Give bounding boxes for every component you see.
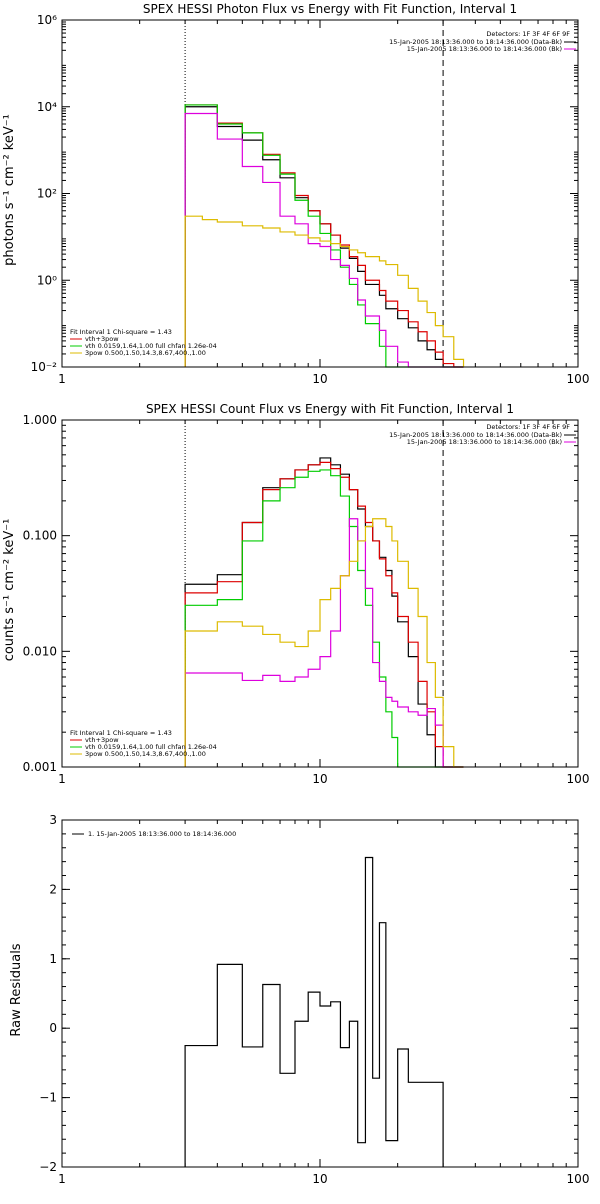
y-tick-label: 0.010 bbox=[23, 644, 57, 658]
series-residuals bbox=[184, 856, 444, 1167]
series-data_bk bbox=[184, 106, 464, 368]
y-tick-label: 10⁻² bbox=[31, 360, 58, 374]
series-fit_total bbox=[184, 461, 464, 768]
count-legend-bk: 15-Jan-2005 18:13:36.000 to 18:14:36.000… bbox=[407, 438, 562, 446]
series-bk bbox=[184, 518, 464, 768]
x-tick-label: 100 bbox=[567, 372, 590, 386]
photon-legend-data-bk: 15-Jan-2005 18:13:36.000 to 18:14:36.000… bbox=[389, 38, 562, 46]
y-tick-label: 0.001 bbox=[23, 760, 57, 774]
x-tick-label: 1 bbox=[58, 372, 66, 386]
y-tick-label: 10² bbox=[37, 187, 57, 201]
count-legend-data-bk: 15-Jan-2005 18:13:36.000 to 18:14:36.000… bbox=[389, 431, 562, 439]
photon-flux-title: SPEX HESSI Photon Flux vs Energy with Fi… bbox=[143, 2, 517, 16]
count-legend-fit: vth+3pow bbox=[85, 736, 119, 744]
residuals-panel: Raw Residuals 1 10 100 −2 −1 0 1 2 3 1. 15-Jan-2… bbox=[9, 813, 589, 1186]
y-tick-label: 3 bbox=[49, 813, 57, 827]
y-tick-label: 1 bbox=[49, 952, 57, 966]
y-tick-label: 10⁶ bbox=[37, 13, 57, 27]
count-flux-reference-lines bbox=[184, 420, 444, 767]
photon-flux-panel: SPEX HESSI Photon Flux vs Energy with Fi… bbox=[2, 2, 589, 386]
residuals-legend-label: 1. 15-Jan-2005 18:13:36.000 to 18:14:36.… bbox=[88, 830, 236, 838]
series-bk bbox=[184, 112, 464, 368]
y-tick-label: 10⁰ bbox=[37, 273, 57, 287]
photon-legend-bk: 15-Jan-2005 18:13:36.000 to 18:14:36.000… bbox=[407, 45, 562, 53]
y-tick-label: 2 bbox=[49, 882, 57, 896]
x-tick-label: 10 bbox=[312, 772, 327, 786]
count-flux-frame bbox=[61, 419, 579, 768]
x-tick-label: 1 bbox=[58, 772, 66, 786]
photon-flux-ylabel: photons s⁻¹ cm⁻² keV⁻¹ bbox=[2, 114, 17, 266]
photon-legend-pow: 3pow 0.500,1.50,14.3,8.67,400.,1.00 bbox=[85, 349, 206, 357]
x-tick-label: 100 bbox=[567, 772, 590, 786]
count-flux-panel: SPEX HESSI Count Flux vs Energy with Fit… bbox=[2, 402, 589, 786]
residuals-ticks: 1 10 100 −2 −1 0 1 2 3 bbox=[39, 813, 589, 1186]
count-flux-ylabel: counts s⁻¹ cm⁻² keV⁻¹ bbox=[2, 519, 17, 662]
x-tick-label: 10 bbox=[312, 1172, 327, 1186]
count-legend-pow: 3pow 0.500,1.50,14.3,8.67,400.,1.00 bbox=[85, 750, 206, 758]
residuals-ylabel: Raw Residuals bbox=[9, 943, 24, 1036]
x-tick-label: 1 bbox=[58, 1172, 66, 1186]
residuals-frame bbox=[61, 819, 579, 1168]
residuals-series bbox=[184, 856, 444, 1167]
photon-legend-fit-interval: Fit Interval 1 Chi-square = 1.43 bbox=[70, 328, 172, 336]
y-tick-label: 0.100 bbox=[23, 529, 57, 543]
y-tick-label: 0 bbox=[49, 1021, 57, 1035]
series-fit_total bbox=[184, 104, 464, 368]
photon-flux-reference-lines bbox=[184, 20, 444, 367]
x-tick-label: 100 bbox=[567, 1172, 590, 1186]
y-tick-label: 10⁴ bbox=[37, 100, 57, 114]
x-tick-label: 10 bbox=[312, 372, 327, 386]
y-tick-label: 1.000 bbox=[23, 413, 57, 427]
series-pow bbox=[184, 215, 465, 367]
photon-flux-series bbox=[184, 104, 465, 368]
photon-legend-fit: vth+3pow bbox=[85, 335, 119, 343]
count-legend-fit-interval: Fit Interval 1 Chi-square = 1.43 bbox=[70, 729, 172, 737]
count-flux-title: SPEX HESSI Count Flux vs Energy with Fit… bbox=[146, 402, 514, 416]
series-vth bbox=[184, 469, 464, 768]
count-flux-series bbox=[184, 457, 464, 768]
photon-flux-frame bbox=[61, 19, 579, 368]
series-data_bk bbox=[184, 457, 464, 768]
photon-flux-ticks: 1 10 100 10⁻² 10⁰ 10² 10⁴ 10⁶ bbox=[31, 13, 590, 386]
photon-legend-vth: vth 0.0159,1.64,1.00 full chfan 1.26e-04 bbox=[85, 342, 217, 350]
y-tick-label: −2 bbox=[39, 1160, 57, 1174]
series-pow bbox=[184, 518, 464, 768]
count-legend-vth: vth 0.0159,1.64,1.00 full chfan 1.26e-04 bbox=[85, 743, 217, 751]
count-legend-detectors: Detectors: 1F 3F 4F 6F 9F bbox=[486, 423, 570, 431]
y-tick-label: −1 bbox=[39, 1091, 57, 1105]
photon-legend-detectors: Detectors: 1F 3F 4F 6F 9F bbox=[486, 30, 570, 38]
series-vth bbox=[184, 104, 464, 368]
